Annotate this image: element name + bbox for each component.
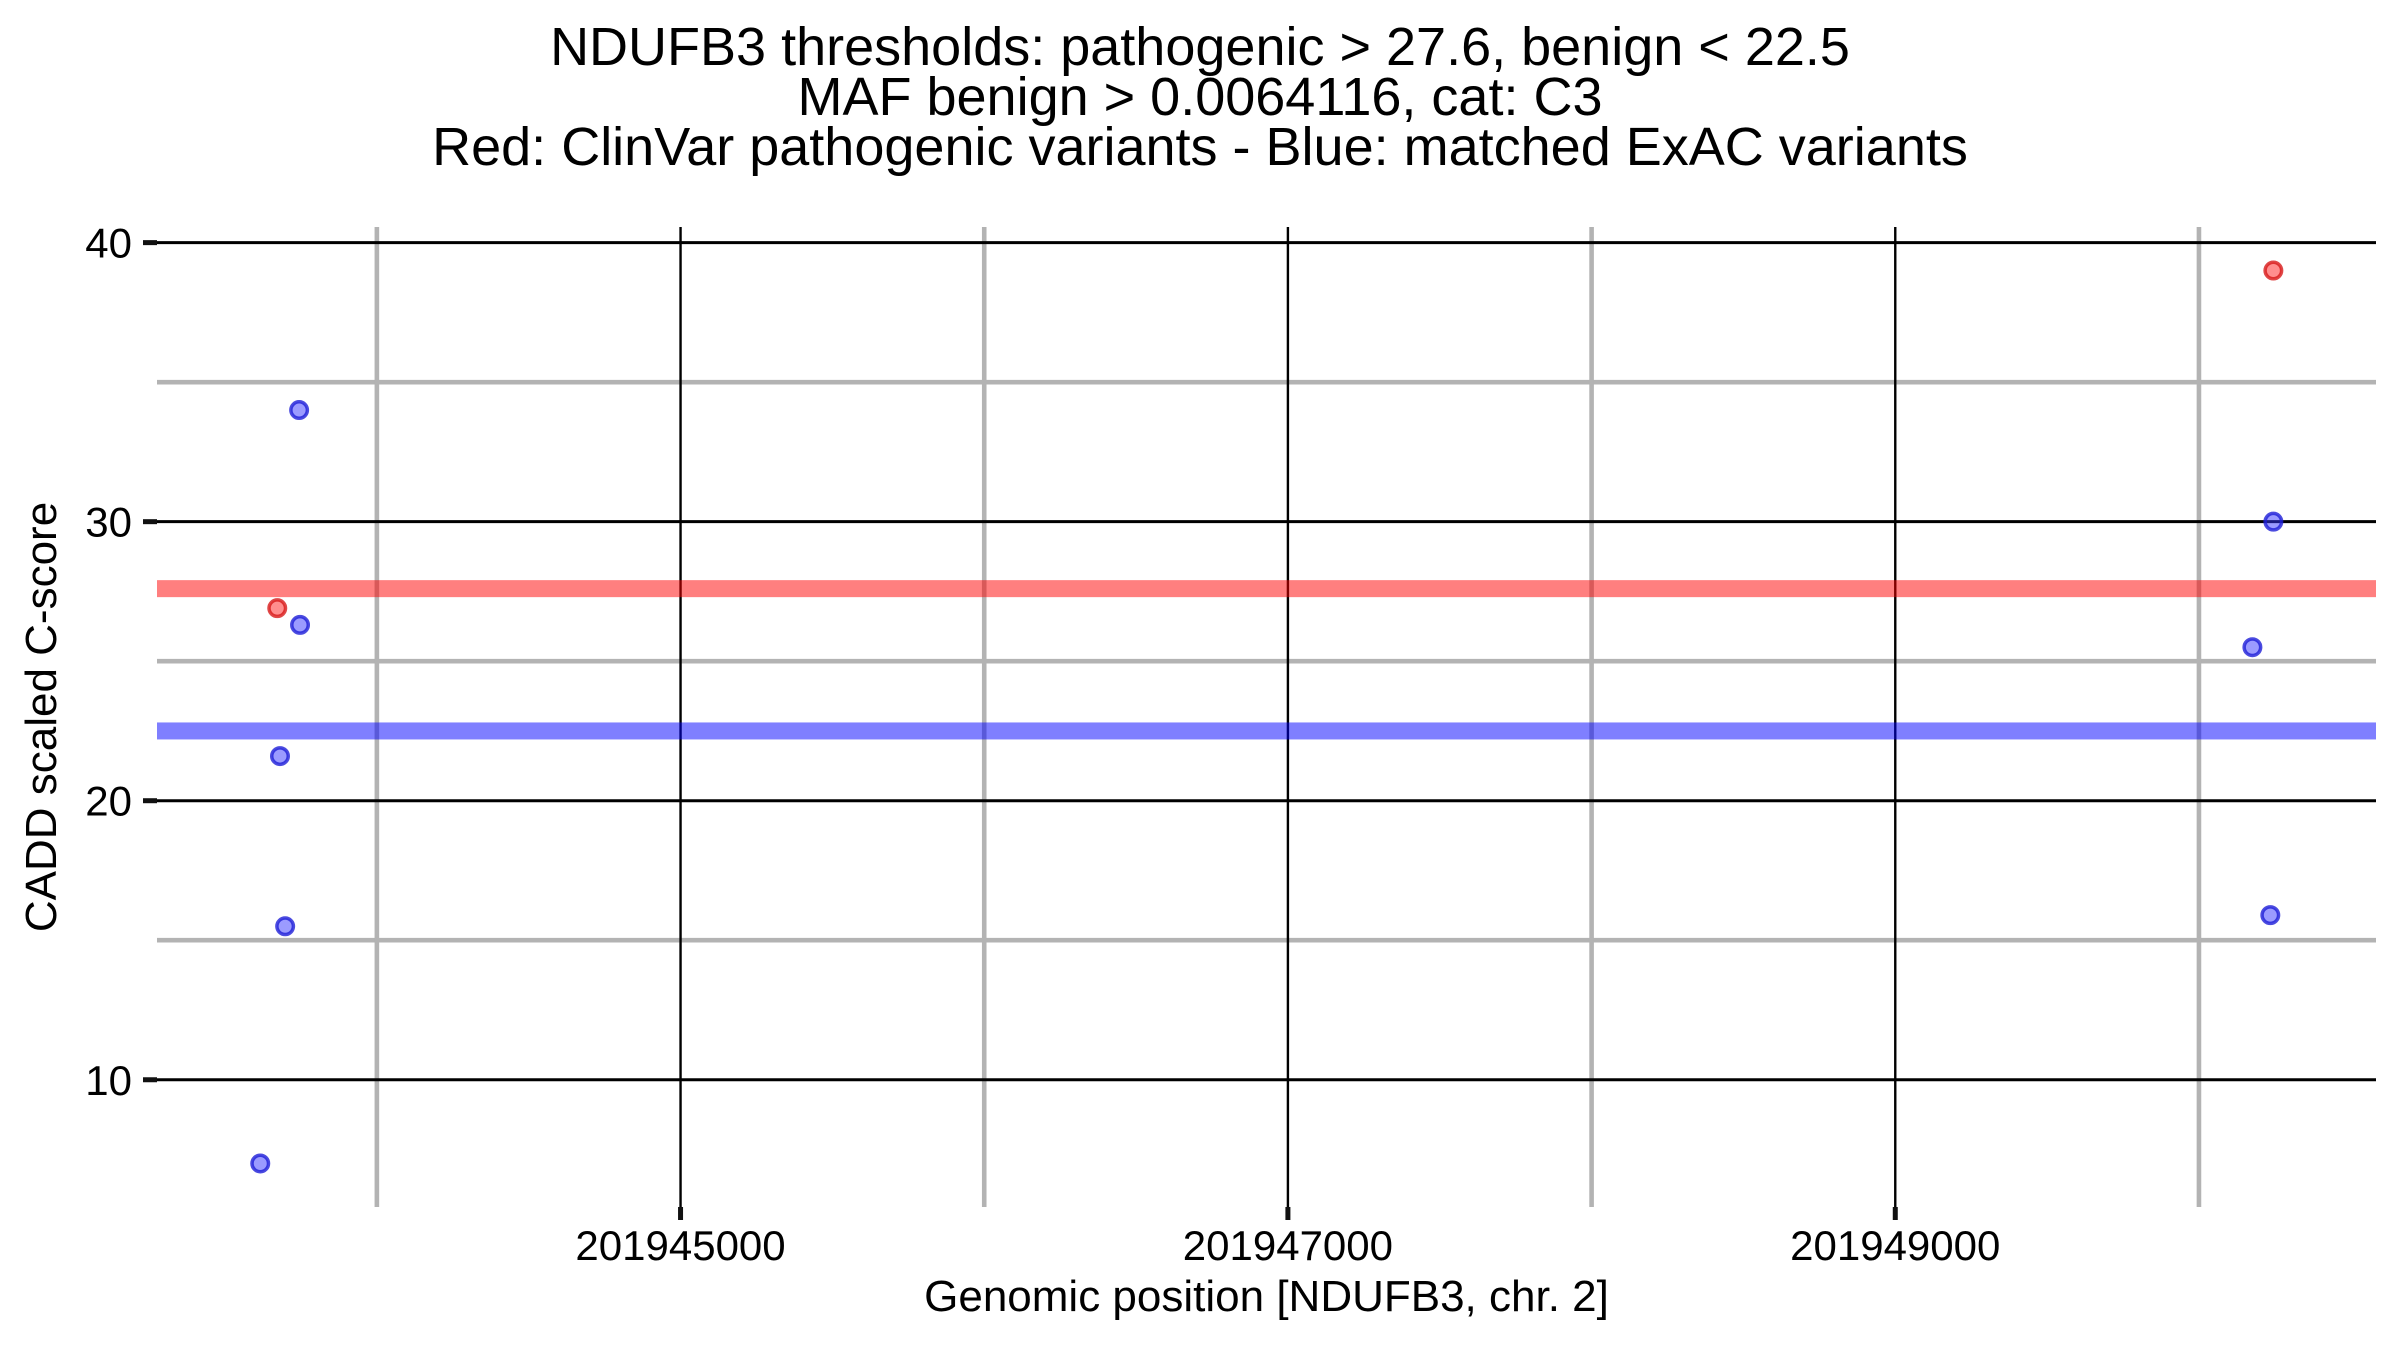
matched-exac-point (250, 1153, 271, 1174)
matched-exac-point (2242, 637, 2263, 658)
x-tick-label: 201945000 (575, 1222, 785, 1269)
matched-exac-point (275, 916, 296, 937)
y-tick-label: 10 (85, 1057, 132, 1104)
y-tick-label: 40 (85, 220, 132, 267)
matched-exac-point (290, 614, 311, 635)
pathogenic-threshold-band (157, 580, 2376, 598)
matched-exac-point (2263, 511, 2284, 532)
matched-exac-point (2260, 905, 2281, 926)
clinvar-pathogenic-point (2263, 260, 2284, 281)
matched-exac-point (289, 400, 310, 421)
x-axis-title: Genomic position [NDUFB3, chr. 2] (924, 1272, 1609, 1321)
x-tick-label: 201949000 (1790, 1222, 2000, 1269)
y-tick-label: 30 (85, 499, 132, 546)
matched-exac-point (269, 746, 290, 767)
benign-threshold-band (157, 722, 2376, 740)
y-tick-label: 20 (85, 778, 132, 825)
y-axis-title: CADD scaled C-score (17, 501, 66, 933)
clinvar-pathogenic-point (267, 598, 288, 619)
x-tick-label: 201947000 (1183, 1222, 1393, 1269)
title-line-thresholds: NDUFB3 thresholds: pathogenic > 27.6, be… (550, 17, 1850, 77)
plot-title: NDUFB3 thresholds: pathogenic > 27.6, be… (0, 17, 2400, 177)
title-line-color-legend: Red: ClinVar pathogenic variants - Blue:… (432, 117, 1968, 177)
title-line-maf-category: MAF benign > 0.0064116, cat: C3 (797, 67, 1603, 127)
